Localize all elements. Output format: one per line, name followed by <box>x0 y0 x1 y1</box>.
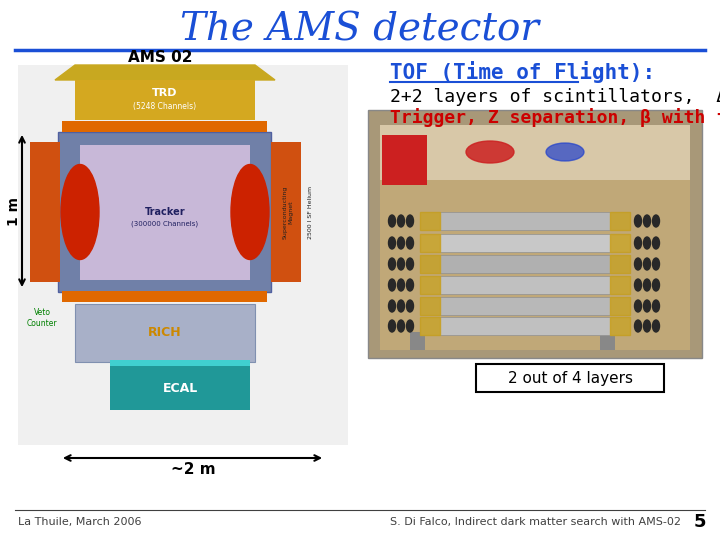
Ellipse shape <box>644 300 650 312</box>
Polygon shape <box>610 234 630 252</box>
Polygon shape <box>420 255 440 273</box>
Ellipse shape <box>397 279 405 291</box>
Polygon shape <box>610 255 630 273</box>
Text: TRD: TRD <box>152 88 178 98</box>
FancyBboxPatch shape <box>110 360 250 366</box>
Ellipse shape <box>634 279 642 291</box>
Text: Trigger, Z separation, β with few % precision: Trigger, Z separation, β with few % prec… <box>390 109 720 127</box>
Ellipse shape <box>407 237 413 249</box>
Ellipse shape <box>634 300 642 312</box>
Polygon shape <box>610 276 630 294</box>
FancyBboxPatch shape <box>410 332 425 350</box>
Text: 1 m: 1 m <box>7 197 21 226</box>
FancyBboxPatch shape <box>80 145 250 280</box>
Ellipse shape <box>389 237 395 249</box>
Ellipse shape <box>634 320 642 332</box>
Text: 2+2 layers of scintillators,  Δt =~160ps: 2+2 layers of scintillators, Δt =~160ps <box>390 88 720 106</box>
FancyBboxPatch shape <box>420 234 630 252</box>
Text: Superconducting
Magnet: Superconducting Magnet <box>283 185 294 239</box>
FancyBboxPatch shape <box>18 65 348 445</box>
Text: (300000 Channels): (300000 Channels) <box>132 221 199 227</box>
Text: S. Di Falco, Indirect dark matter search with AMS-02: S. Di Falco, Indirect dark matter search… <box>390 517 681 527</box>
Text: TOF (Time of Flight):: TOF (Time of Flight): <box>390 61 655 83</box>
FancyBboxPatch shape <box>110 365 250 410</box>
FancyBboxPatch shape <box>271 142 301 282</box>
Text: The AMS detector: The AMS detector <box>181 11 539 49</box>
Text: AMS 02: AMS 02 <box>127 51 192 65</box>
Ellipse shape <box>407 258 413 270</box>
FancyBboxPatch shape <box>30 142 60 282</box>
FancyBboxPatch shape <box>420 212 630 230</box>
Ellipse shape <box>652 320 660 332</box>
Polygon shape <box>420 234 440 252</box>
Ellipse shape <box>644 320 650 332</box>
Polygon shape <box>610 297 630 315</box>
Ellipse shape <box>407 215 413 227</box>
FancyBboxPatch shape <box>382 135 427 185</box>
Text: 2 out of 4 layers: 2 out of 4 layers <box>508 370 632 386</box>
Text: 2500 l SF Helium: 2500 l SF Helium <box>307 185 312 239</box>
Polygon shape <box>420 317 440 335</box>
Ellipse shape <box>389 300 395 312</box>
Ellipse shape <box>466 141 514 163</box>
Text: RICH: RICH <box>148 327 182 340</box>
Ellipse shape <box>407 279 413 291</box>
FancyBboxPatch shape <box>600 332 615 350</box>
Ellipse shape <box>397 237 405 249</box>
Polygon shape <box>610 212 630 230</box>
FancyBboxPatch shape <box>75 304 255 362</box>
Ellipse shape <box>407 300 413 312</box>
Text: 5: 5 <box>693 513 706 531</box>
Text: ECAL: ECAL <box>163 381 197 395</box>
Ellipse shape <box>389 258 395 270</box>
Ellipse shape <box>634 215 642 227</box>
FancyBboxPatch shape <box>420 317 630 335</box>
Polygon shape <box>55 65 275 80</box>
Text: ~2 m: ~2 m <box>171 462 215 477</box>
Ellipse shape <box>652 279 660 291</box>
FancyBboxPatch shape <box>62 291 267 302</box>
FancyBboxPatch shape <box>420 255 630 273</box>
FancyBboxPatch shape <box>476 364 664 392</box>
FancyBboxPatch shape <box>420 276 630 294</box>
Ellipse shape <box>389 215 395 227</box>
Text: La Thuile, March 2006: La Thuile, March 2006 <box>18 517 142 527</box>
Ellipse shape <box>397 320 405 332</box>
Ellipse shape <box>389 279 395 291</box>
FancyBboxPatch shape <box>58 132 271 292</box>
Ellipse shape <box>634 237 642 249</box>
Ellipse shape <box>389 320 395 332</box>
Ellipse shape <box>652 237 660 249</box>
Polygon shape <box>420 276 440 294</box>
Ellipse shape <box>652 258 660 270</box>
Polygon shape <box>420 212 440 230</box>
Ellipse shape <box>61 165 99 260</box>
Ellipse shape <box>644 279 650 291</box>
Ellipse shape <box>652 300 660 312</box>
Ellipse shape <box>644 258 650 270</box>
Ellipse shape <box>652 215 660 227</box>
FancyBboxPatch shape <box>380 125 690 180</box>
Text: (5248 Channels): (5248 Channels) <box>133 103 197 111</box>
FancyBboxPatch shape <box>62 121 267 132</box>
Text: Veto
Counter: Veto Counter <box>27 308 58 328</box>
FancyBboxPatch shape <box>380 125 690 350</box>
Ellipse shape <box>634 258 642 270</box>
FancyBboxPatch shape <box>368 110 702 358</box>
Ellipse shape <box>407 320 413 332</box>
Ellipse shape <box>397 258 405 270</box>
Polygon shape <box>610 317 630 335</box>
Polygon shape <box>420 297 440 315</box>
Ellipse shape <box>644 215 650 227</box>
Ellipse shape <box>397 215 405 227</box>
Ellipse shape <box>231 165 269 260</box>
Ellipse shape <box>397 300 405 312</box>
Ellipse shape <box>644 237 650 249</box>
FancyBboxPatch shape <box>75 80 255 120</box>
FancyBboxPatch shape <box>420 297 630 315</box>
Text: Tracker: Tracker <box>145 207 185 217</box>
Ellipse shape <box>546 143 584 161</box>
